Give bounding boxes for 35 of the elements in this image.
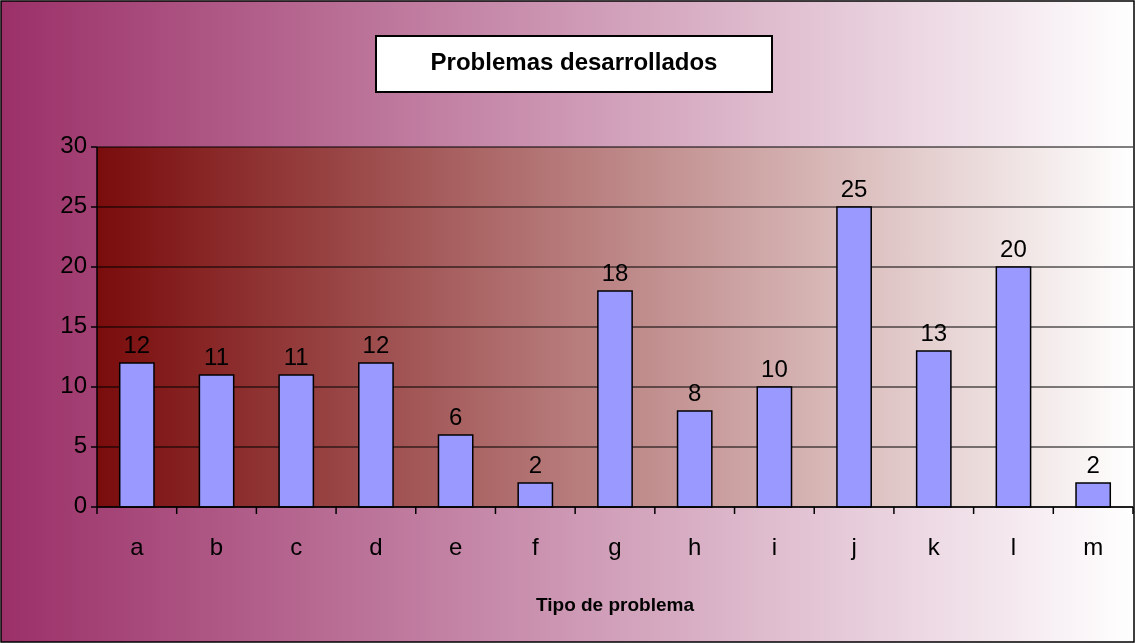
y-tick-label: 25 [60, 191, 87, 219]
y-tick-label: 0 [73, 491, 87, 519]
data-label: 12 [123, 331, 151, 358]
data-label: 25 [840, 175, 868, 202]
x-tick-label: k [927, 533, 941, 560]
x-tick-label: b [209, 533, 224, 560]
x-tick-label: g [608, 533, 622, 560]
data-label: 12 [362, 331, 390, 358]
x-axis-title: Tipo de problema [535, 594, 695, 615]
data-label: 2 [528, 451, 542, 478]
x-tick-label: h [688, 533, 702, 560]
x-tick-label: e [448, 533, 463, 560]
data-label: 11 [283, 343, 309, 370]
x-tick-label: f [531, 533, 539, 560]
x-tick-label: l [1010, 533, 1017, 560]
data-label: 10 [761, 355, 788, 382]
y-tick-label: 5 [73, 431, 87, 459]
data-label: 18 [601, 259, 629, 286]
x-tick-label: j [850, 533, 857, 560]
x-tick-label: m [1083, 533, 1104, 560]
data-label: 11 [204, 343, 229, 370]
y-tick-label: 20 [60, 251, 87, 279]
y-tick-label: 10 [60, 371, 87, 399]
data-label: 6 [448, 403, 463, 430]
data-label: 8 [688, 379, 702, 406]
data-label: 2 [1086, 451, 1100, 478]
x-tick-label: c [290, 533, 303, 560]
chart-title: Problemas desarrollados [430, 48, 718, 76]
y-tick-label: 15 [60, 311, 87, 339]
x-tick-label: d [369, 533, 383, 560]
y-tick-label: 30 [60, 131, 87, 159]
x-tick-label: i [771, 533, 778, 560]
data-label: 13 [920, 319, 948, 346]
x-tick-label: a [130, 533, 145, 560]
data-label: 20 [1000, 235, 1027, 262]
